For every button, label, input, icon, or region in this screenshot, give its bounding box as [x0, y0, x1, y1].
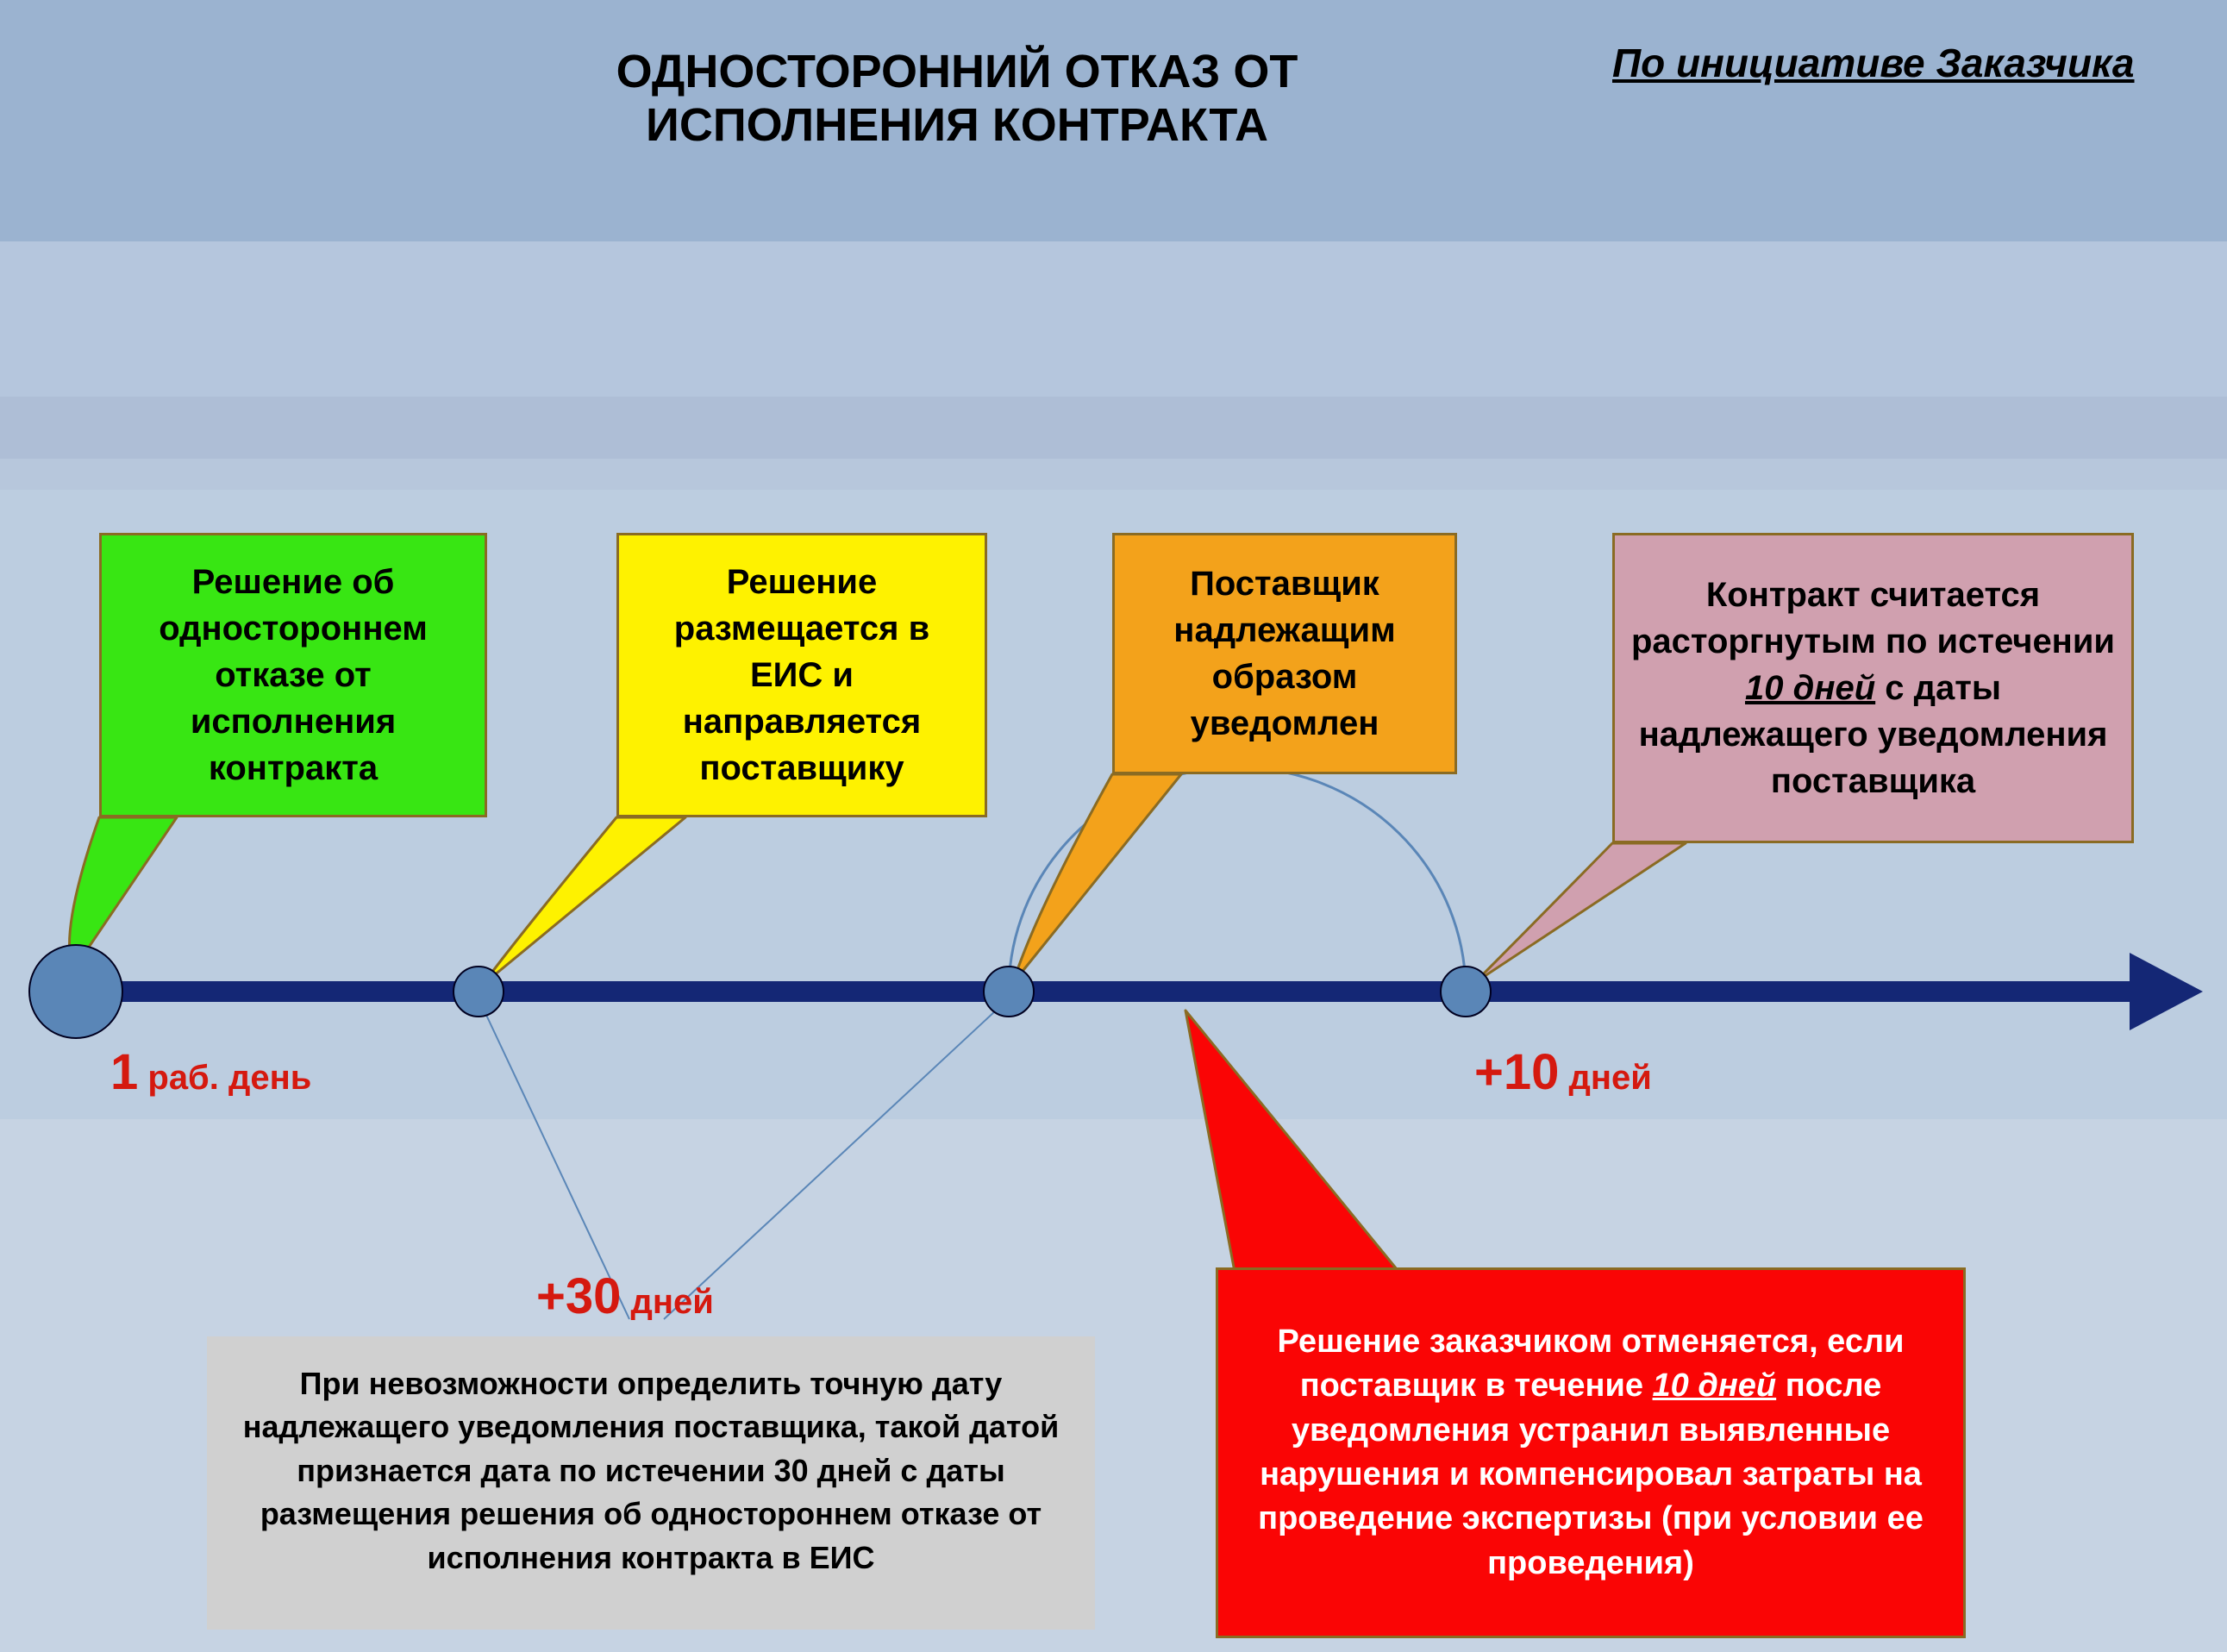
callout-c3: Поставщикнадлежащимобразомуведомлен — [1112, 533, 1457, 774]
callout-c5: Решение заказчиком отменяется, если пост… — [1216, 1267, 1966, 1638]
timeline-node — [453, 966, 504, 1017]
timeline-label: +30 дней — [536, 1267, 714, 1325]
callout-c4: Контракт считается расторгнутым по истеч… — [1612, 533, 2134, 843]
callout-c1: Решение ободностороннемотказе отисполнен… — [99, 533, 487, 817]
callout-c2: Решениеразмещается вЕИС инаправляетсяпос… — [616, 533, 987, 817]
note-box-30-days: При невозможности определить точную дату… — [207, 1336, 1095, 1630]
timeline-label: +10 дней — [1474, 1043, 1652, 1101]
timeline-label: 1 раб. день — [110, 1043, 311, 1101]
timeline-node — [983, 966, 1035, 1017]
timeline-axis — [52, 981, 2130, 1002]
timeline-node — [28, 944, 123, 1039]
timeline-node — [1440, 966, 1492, 1017]
timeline-arrowhead — [2130, 953, 2203, 1030]
